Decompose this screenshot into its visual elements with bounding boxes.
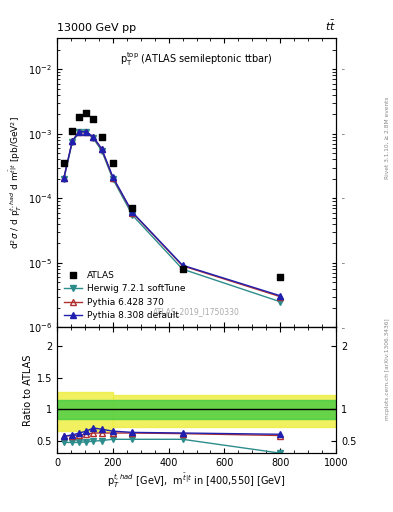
Pythia 8.308 default [99, 145, 104, 152]
Text: $t\bar{t}$: $t\bar{t}$ [325, 19, 336, 33]
ATLAS [129, 204, 136, 212]
Pythia 6.428 370 [278, 293, 283, 300]
ATLAS [83, 109, 90, 117]
Pythia 6.428 370 [99, 146, 104, 152]
Text: mcplots.cern.ch [arXiv:1306.3436]: mcplots.cern.ch [arXiv:1306.3436] [385, 318, 389, 419]
Herwig 7.2.1 softTune [180, 266, 185, 272]
Text: ATLAS_2019_I1750330: ATLAS_2019_I1750330 [153, 307, 240, 316]
Text: Rivet 3.1.10, ≥ 2.8M events: Rivet 3.1.10, ≥ 2.8M events [385, 97, 389, 180]
Line: Pythia 8.308 default: Pythia 8.308 default [61, 129, 283, 298]
Y-axis label: Ratio to ATLAS: Ratio to ATLAS [22, 355, 33, 426]
Pythia 8.308 default [77, 129, 82, 135]
Pythia 6.428 370 [84, 129, 89, 135]
Pythia 6.428 370 [70, 138, 75, 144]
Pythia 8.308 default [180, 262, 185, 268]
Pythia 6.428 370 [62, 175, 66, 181]
Text: $\mathregular{p_T^{top}}$ (ATLAS semileptonic ttbar): $\mathregular{p_T^{top}}$ (ATLAS semilep… [120, 50, 273, 68]
Line: Herwig 7.2.1 softTune: Herwig 7.2.1 softTune [61, 130, 283, 305]
ATLAS [110, 159, 116, 167]
ATLAS [90, 115, 96, 123]
Herwig 7.2.1 softTune [110, 176, 115, 182]
Pythia 8.308 default [278, 293, 283, 299]
Legend: ATLAS, Herwig 7.2.1 softTune, Pythia 6.428 370, Pythia 8.308 default: ATLAS, Herwig 7.2.1 softTune, Pythia 6.4… [61, 268, 188, 323]
Pythia 6.428 370 [77, 129, 82, 135]
Herwig 7.2.1 softTune [130, 212, 135, 218]
Pythia 6.428 370 [130, 209, 135, 216]
Pythia 6.428 370 [91, 134, 95, 140]
Herwig 7.2.1 softTune [70, 139, 75, 145]
Pythia 8.308 default [62, 175, 66, 181]
Pythia 6.428 370 [180, 263, 185, 269]
Pythia 6.428 370 [110, 175, 115, 181]
Herwig 7.2.1 softTune [278, 298, 283, 305]
Line: Pythia 6.428 370: Pythia 6.428 370 [61, 129, 283, 300]
Pythia 8.308 default [130, 209, 135, 215]
Herwig 7.2.1 softTune [62, 176, 66, 182]
Herwig 7.2.1 softTune [84, 130, 89, 136]
Pythia 8.308 default [70, 138, 75, 144]
Herwig 7.2.1 softTune [91, 135, 95, 141]
ATLAS [69, 127, 75, 135]
ATLAS [61, 159, 67, 167]
Herwig 7.2.1 softTune [99, 147, 104, 154]
Herwig 7.2.1 softTune [77, 130, 82, 136]
ATLAS [179, 265, 186, 273]
Y-axis label: d$^2\sigma$ / d p$_T^{t,had}$ d m$^{\bar{t}|t}$ [pb/GeV$^2$]: d$^2\sigma$ / d p$_T^{t,had}$ d m$^{\bar… [7, 117, 24, 249]
ATLAS [277, 273, 283, 281]
X-axis label: p$_T^{t,had}$ [GeV],  m$^{\bar{t}|t}$ in [400,550] [GeV]: p$_T^{t,had}$ [GeV], m$^{\bar{t}|t}$ in … [107, 472, 286, 490]
Pythia 8.308 default [110, 174, 115, 180]
Pythia 8.308 default [84, 129, 89, 135]
ATLAS [76, 113, 83, 121]
Pythia 8.308 default [91, 134, 95, 140]
ATLAS [99, 133, 105, 141]
Text: 13000 GeV pp: 13000 GeV pp [57, 23, 136, 33]
